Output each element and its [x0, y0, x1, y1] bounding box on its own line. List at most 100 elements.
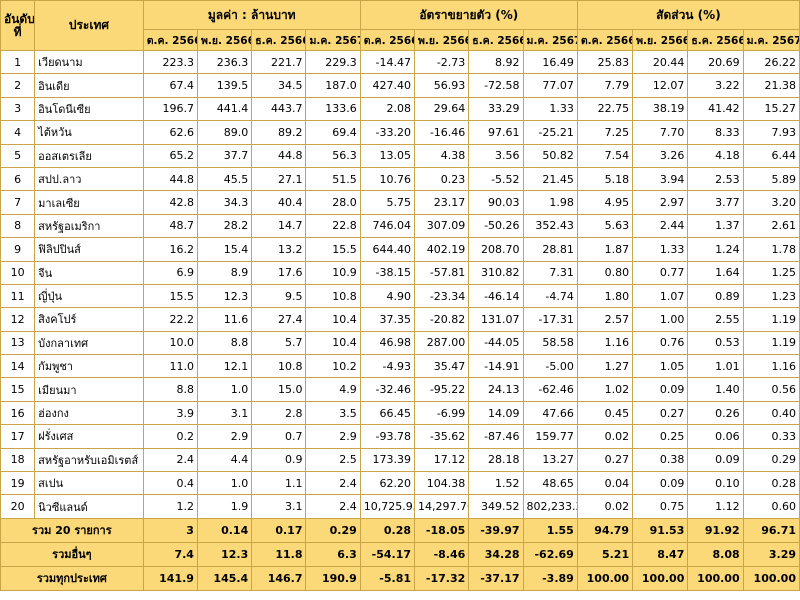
growth-cell: 14.09: [468, 400, 524, 426]
growth-cell: -46.14: [468, 283, 524, 309]
growth-cell: 47.66: [522, 400, 578, 426]
share-cell: 26.22: [742, 49, 800, 75]
rank-cell: 16: [0, 400, 36, 426]
share-cell: 0.25: [632, 424, 689, 449]
values-cell: 6.9: [142, 260, 198, 285]
values-cell: 34.3: [196, 190, 253, 215]
country-cell: อินเดีย: [34, 73, 144, 98]
values-cell: 441.4: [196, 96, 253, 122]
growth-cell: 50.82: [522, 143, 578, 168]
growth-cell: 402.19: [414, 237, 470, 262]
values-cell: 2.9: [196, 424, 253, 449]
values-cell: 443.7: [251, 96, 307, 122]
share-cell: 3.26: [632, 143, 689, 168]
values-cell: 34.5: [251, 73, 307, 98]
values-cell: 11.6: [196, 307, 253, 332]
share-cell: 3.77: [687, 190, 744, 215]
header-group-share: สัดส่วน (%): [576, 0, 800, 30]
values-cell: 2.9: [305, 424, 361, 449]
growth-cell: -50.26: [468, 213, 524, 239]
total-share-cell: 5.21: [576, 541, 634, 567]
share-cell: 7.70: [632, 120, 689, 145]
growth-cell: 8.92: [468, 49, 524, 75]
growth-cell: 746.04: [359, 213, 416, 239]
total-growth-cell: -62.69: [522, 541, 578, 567]
values-cell: 0.4: [142, 471, 198, 496]
growth-cell: 10.76: [359, 166, 416, 192]
rank-cell: 15: [0, 377, 36, 402]
share-cell: 22.75: [576, 96, 634, 122]
country-cell: กัมพูชา: [34, 354, 144, 379]
share-cell: 0.75: [632, 494, 689, 519]
rank-cell: 20: [0, 494, 36, 519]
share-cell: 5.18: [576, 166, 634, 192]
values-cell: 10.4: [305, 307, 361, 332]
header-value-month: ม.ค. 2567: [305, 29, 361, 51]
header-share-month: ธ.ค. 2566: [687, 29, 744, 51]
values-cell: 10.4: [305, 330, 361, 356]
growth-cell: -57.81: [414, 260, 470, 285]
rank-cell: 11: [0, 283, 36, 309]
total-growth-cell: -54.17: [359, 541, 416, 567]
share-cell: 2.61: [742, 213, 800, 239]
rank-cell: 9: [0, 237, 36, 262]
share-cell: 0.40: [742, 400, 800, 426]
share-cell: 0.09: [632, 471, 689, 496]
values-cell: 139.5: [196, 73, 253, 98]
header-country: ประเทศ: [34, 0, 144, 51]
growth-cell: 56.93: [414, 73, 470, 98]
growth-cell: -44.05: [468, 330, 524, 356]
table-row: 13 บังกลาเทศ 10.0 8.8 5.7 10.4 46.98 287.00 -44.…: [0, 330, 800, 356]
growth-cell: 427.40: [359, 73, 416, 98]
values-cell: 3.9: [142, 400, 198, 426]
values-cell: 1.0: [196, 377, 253, 402]
values-cell: 133.6: [305, 96, 361, 122]
growth-cell: -33.20: [359, 120, 416, 145]
values-cell: 62.6: [142, 120, 198, 145]
table-row: 16 ฮ่องกง 3.9 3.1 2.8 3.5 66.45 -6.99 14.09 47.66…: [0, 400, 800, 426]
values-cell: 1.9: [196, 494, 253, 519]
values-cell: 15.4: [196, 237, 253, 262]
values-cell: 69.4: [305, 120, 361, 145]
share-cell: 4.18: [687, 143, 744, 168]
growth-cell: -2.73: [414, 49, 470, 75]
growth-cell: 21.45: [522, 166, 578, 192]
table-row: 17 ฝรั่งเศส 0.2 2.9 0.7 2.9 -93.78 -35.62 -87.46…: [0, 424, 800, 449]
growth-cell: 77.07: [522, 73, 578, 98]
total-values-cell: 190.9: [305, 565, 361, 591]
values-cell: 15.0: [251, 377, 307, 402]
growth-cell: 24.13: [468, 377, 524, 402]
rank-cell: 4: [0, 120, 36, 145]
growth-cell: -17.31: [522, 307, 578, 332]
values-cell: 28.2: [196, 213, 253, 239]
values-cell: 45.5: [196, 166, 253, 192]
growth-cell: -72.58: [468, 73, 524, 98]
share-cell: 3.94: [632, 166, 689, 192]
share-cell: 3.20: [742, 190, 800, 215]
share-cell: 3.22: [687, 73, 744, 98]
share-cell: 6.44: [742, 143, 800, 168]
values-cell: 221.7: [251, 49, 307, 75]
values-cell: 11.0: [142, 354, 198, 379]
share-cell: 0.45: [576, 400, 634, 426]
total-share-cell: 100.00: [632, 565, 689, 591]
share-cell: 7.54: [576, 143, 634, 168]
share-cell: 1.19: [742, 307, 800, 332]
growth-cell: -5.00: [522, 354, 578, 379]
growth-cell: 310.82: [468, 260, 524, 285]
country-cell: สเปน: [34, 471, 144, 496]
share-cell: 0.56: [742, 377, 800, 402]
header-value-month: พ.ย. 2566: [196, 29, 253, 51]
rank-cell: 14: [0, 354, 36, 379]
values-cell: 4.9: [305, 377, 361, 402]
rank-cell: 2: [0, 73, 36, 98]
growth-cell: -6.99: [414, 400, 470, 426]
rank-cell: 7: [0, 190, 36, 215]
growth-cell: 28.18: [468, 447, 524, 473]
growth-cell: -93.78: [359, 424, 416, 449]
values-cell: 56.3: [305, 143, 361, 168]
values-cell: 5.7: [251, 330, 307, 356]
values-cell: 17.6: [251, 260, 307, 285]
total-row: รวมทุกประเทศ 141.9 145.4 146.7 190.9 -5.81 -17…: [0, 565, 800, 591]
